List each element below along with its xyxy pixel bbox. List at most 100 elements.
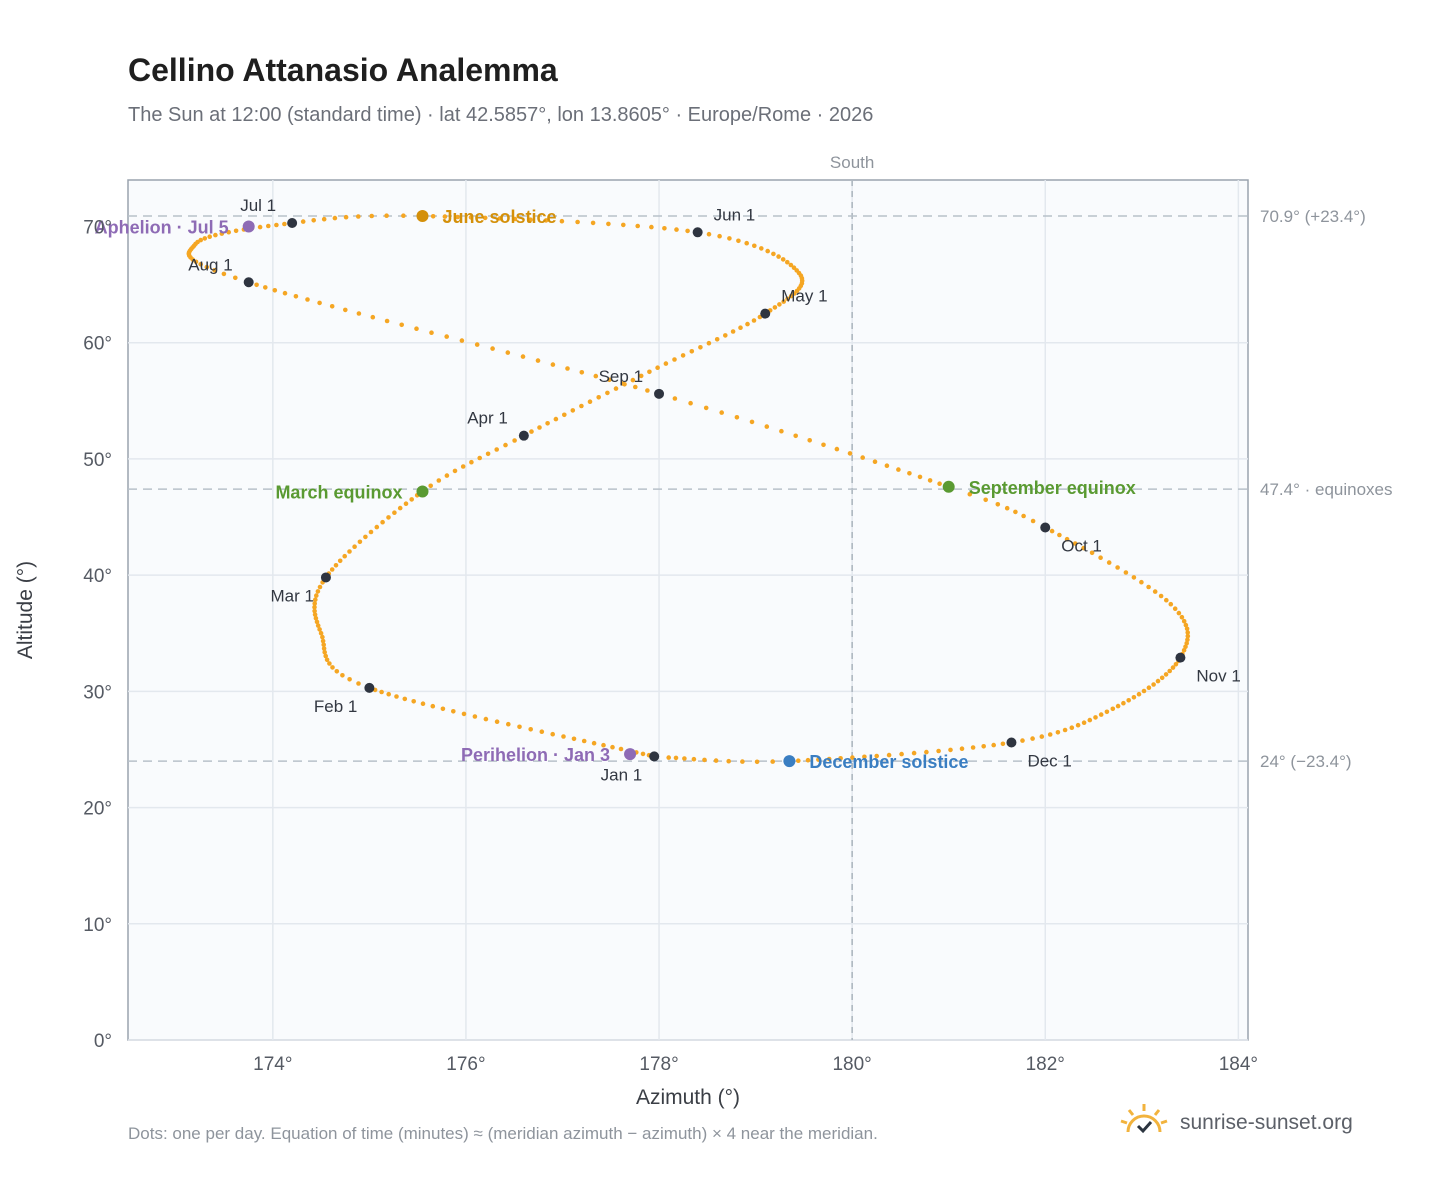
daily-sun-dot <box>293 294 299 299</box>
y-tick-label: 40° <box>83 566 112 587</box>
month-marker-label: Apr 1 <box>467 409 508 428</box>
daily-sun-dot <box>282 290 288 296</box>
daily-sun-dot <box>927 478 933 483</box>
daily-sun-dot <box>776 254 781 259</box>
daily-sun-dot <box>713 758 719 763</box>
month-marker-label: Aug 1 <box>188 255 232 274</box>
daily-sun-dot <box>402 696 408 702</box>
daily-sun-dot <box>772 305 778 310</box>
daily-sun-dot <box>334 669 340 674</box>
daily-sun-dot <box>482 215 488 221</box>
x-tick-label: 176° <box>446 1054 485 1075</box>
month-marker-dot <box>654 388 665 399</box>
daily-sun-dot <box>317 584 323 590</box>
daily-sun-dot <box>649 224 654 230</box>
daily-sun-dot <box>1104 709 1110 715</box>
daily-sun-dot <box>314 619 320 625</box>
daily-sun-dot <box>1176 610 1182 616</box>
daily-sun-dot <box>983 497 988 503</box>
daily-sun-dot <box>420 701 426 706</box>
daily-sun-dot <box>673 755 679 761</box>
daily-sun-dot <box>730 329 736 334</box>
daily-sun-dot <box>444 334 450 339</box>
daily-sun-dot <box>1123 570 1129 575</box>
y-tick-label: 30° <box>83 682 112 703</box>
daily-sun-dot <box>689 349 695 354</box>
month-marker-dot <box>1175 652 1186 663</box>
daily-sun-dot <box>593 373 599 379</box>
event-marker-dot <box>942 480 955 493</box>
daily-sun-dot <box>780 257 786 262</box>
daily-sun-dot <box>537 425 542 430</box>
daily-sun-dot <box>505 350 511 355</box>
daily-sun-dot <box>1141 688 1147 694</box>
month-marker-dot <box>760 308 771 319</box>
daily-sun-dot <box>647 369 652 375</box>
daily-sun-dot <box>575 219 580 225</box>
daily-sun-dot <box>838 756 843 761</box>
daily-sun-dot <box>517 724 522 730</box>
daily-sun-dot <box>779 428 784 434</box>
daily-sun-dot <box>356 214 361 219</box>
daily-sun-dot <box>752 243 757 249</box>
daily-sun-dot <box>759 246 764 251</box>
daily-sun-dot <box>403 501 409 507</box>
daily-sun-dot <box>601 742 606 748</box>
daily-sun-dot <box>995 502 1001 507</box>
brand[interactable]: sunrise-sunset.org <box>1118 1102 1353 1143</box>
daily-sun-dot <box>394 694 399 699</box>
daily-sun-dot <box>816 757 821 762</box>
daily-sun-dot <box>314 593 319 598</box>
daily-sun-dot <box>272 288 278 293</box>
daily-sun-dot <box>981 744 986 749</box>
daily-sun-dot <box>1072 541 1078 546</box>
daily-sun-dot <box>655 365 660 371</box>
daily-sun-dot <box>635 223 640 229</box>
daily-sun-dot <box>254 282 259 288</box>
daily-sun-dot <box>1115 565 1120 570</box>
y-tick-label: 20° <box>83 799 112 820</box>
month-marker-label: Jan 1 <box>601 765 643 784</box>
daily-sun-dot <box>1098 712 1104 717</box>
daily-sun-dot <box>512 438 517 443</box>
daily-sun-dot <box>620 381 625 386</box>
daily-sun-dot <box>340 673 345 678</box>
daily-sun-dot <box>672 396 678 401</box>
daily-sun-dot <box>685 228 690 234</box>
daily-sun-dot <box>1069 725 1075 730</box>
daily-sun-dot <box>886 752 892 758</box>
daily-sun-dot <box>771 251 776 257</box>
daily-sun-dot <box>1057 532 1062 538</box>
daily-sun-dot <box>862 754 867 760</box>
event-label: June solstice <box>442 207 556 227</box>
daily-sun-dot <box>1146 685 1152 690</box>
daily-sun-dot <box>1030 518 1036 524</box>
daily-sun-dot <box>320 638 326 644</box>
daily-sun-dot <box>924 749 929 755</box>
daily-sun-dot <box>324 657 330 663</box>
daily-sun-dot <box>663 361 669 366</box>
daily-sun-dot <box>330 665 335 670</box>
x-tick-label: 182° <box>1026 1054 1065 1075</box>
daily-sun-dot <box>1173 662 1179 667</box>
daily-sun-dot <box>282 221 287 227</box>
daily-sun-dot <box>917 474 923 480</box>
daily-sun-dot <box>959 746 965 751</box>
daily-sun-dot <box>633 384 638 390</box>
x-tick-label: 174° <box>253 1054 292 1075</box>
plot-area <box>127 179 1249 1041</box>
daily-sun-dot <box>706 340 712 346</box>
daily-sun-dot <box>1049 528 1055 534</box>
y-axis-label: Altitude (°) <box>14 561 37 659</box>
daily-sun-dot <box>263 285 268 290</box>
daily-sun-dot <box>312 605 317 610</box>
daily-sun-dot <box>313 597 318 602</box>
daily-sun-dot <box>672 357 677 362</box>
daily-sun-dot <box>1184 640 1189 646</box>
daily-sun-dot <box>213 232 218 238</box>
daily-sun-dot <box>193 259 199 265</box>
month-marker-dot <box>649 751 660 762</box>
daily-sun-dot <box>1183 644 1188 650</box>
daily-sun-dot <box>444 473 450 478</box>
daily-sun-dot <box>257 224 263 230</box>
